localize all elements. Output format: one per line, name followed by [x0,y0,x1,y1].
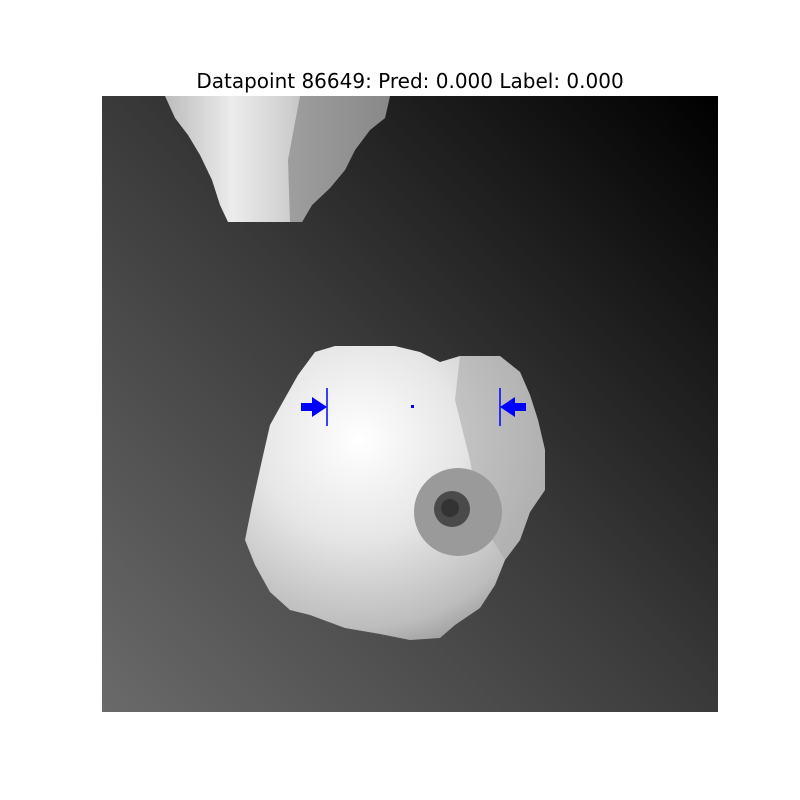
left-marker-shaft [301,403,313,411]
center-marker [411,405,414,408]
depth-image [102,96,718,712]
right-marker-shaft [514,403,526,411]
arrow-right-icon [312,397,327,417]
figure-title: Datapoint 86649: Pred: 0.000 Label: 0.00… [196,69,623,93]
ring-core [441,499,459,517]
top-object-shade [288,96,390,222]
arrow-left-icon [500,397,515,417]
grasp-markers [301,388,526,426]
